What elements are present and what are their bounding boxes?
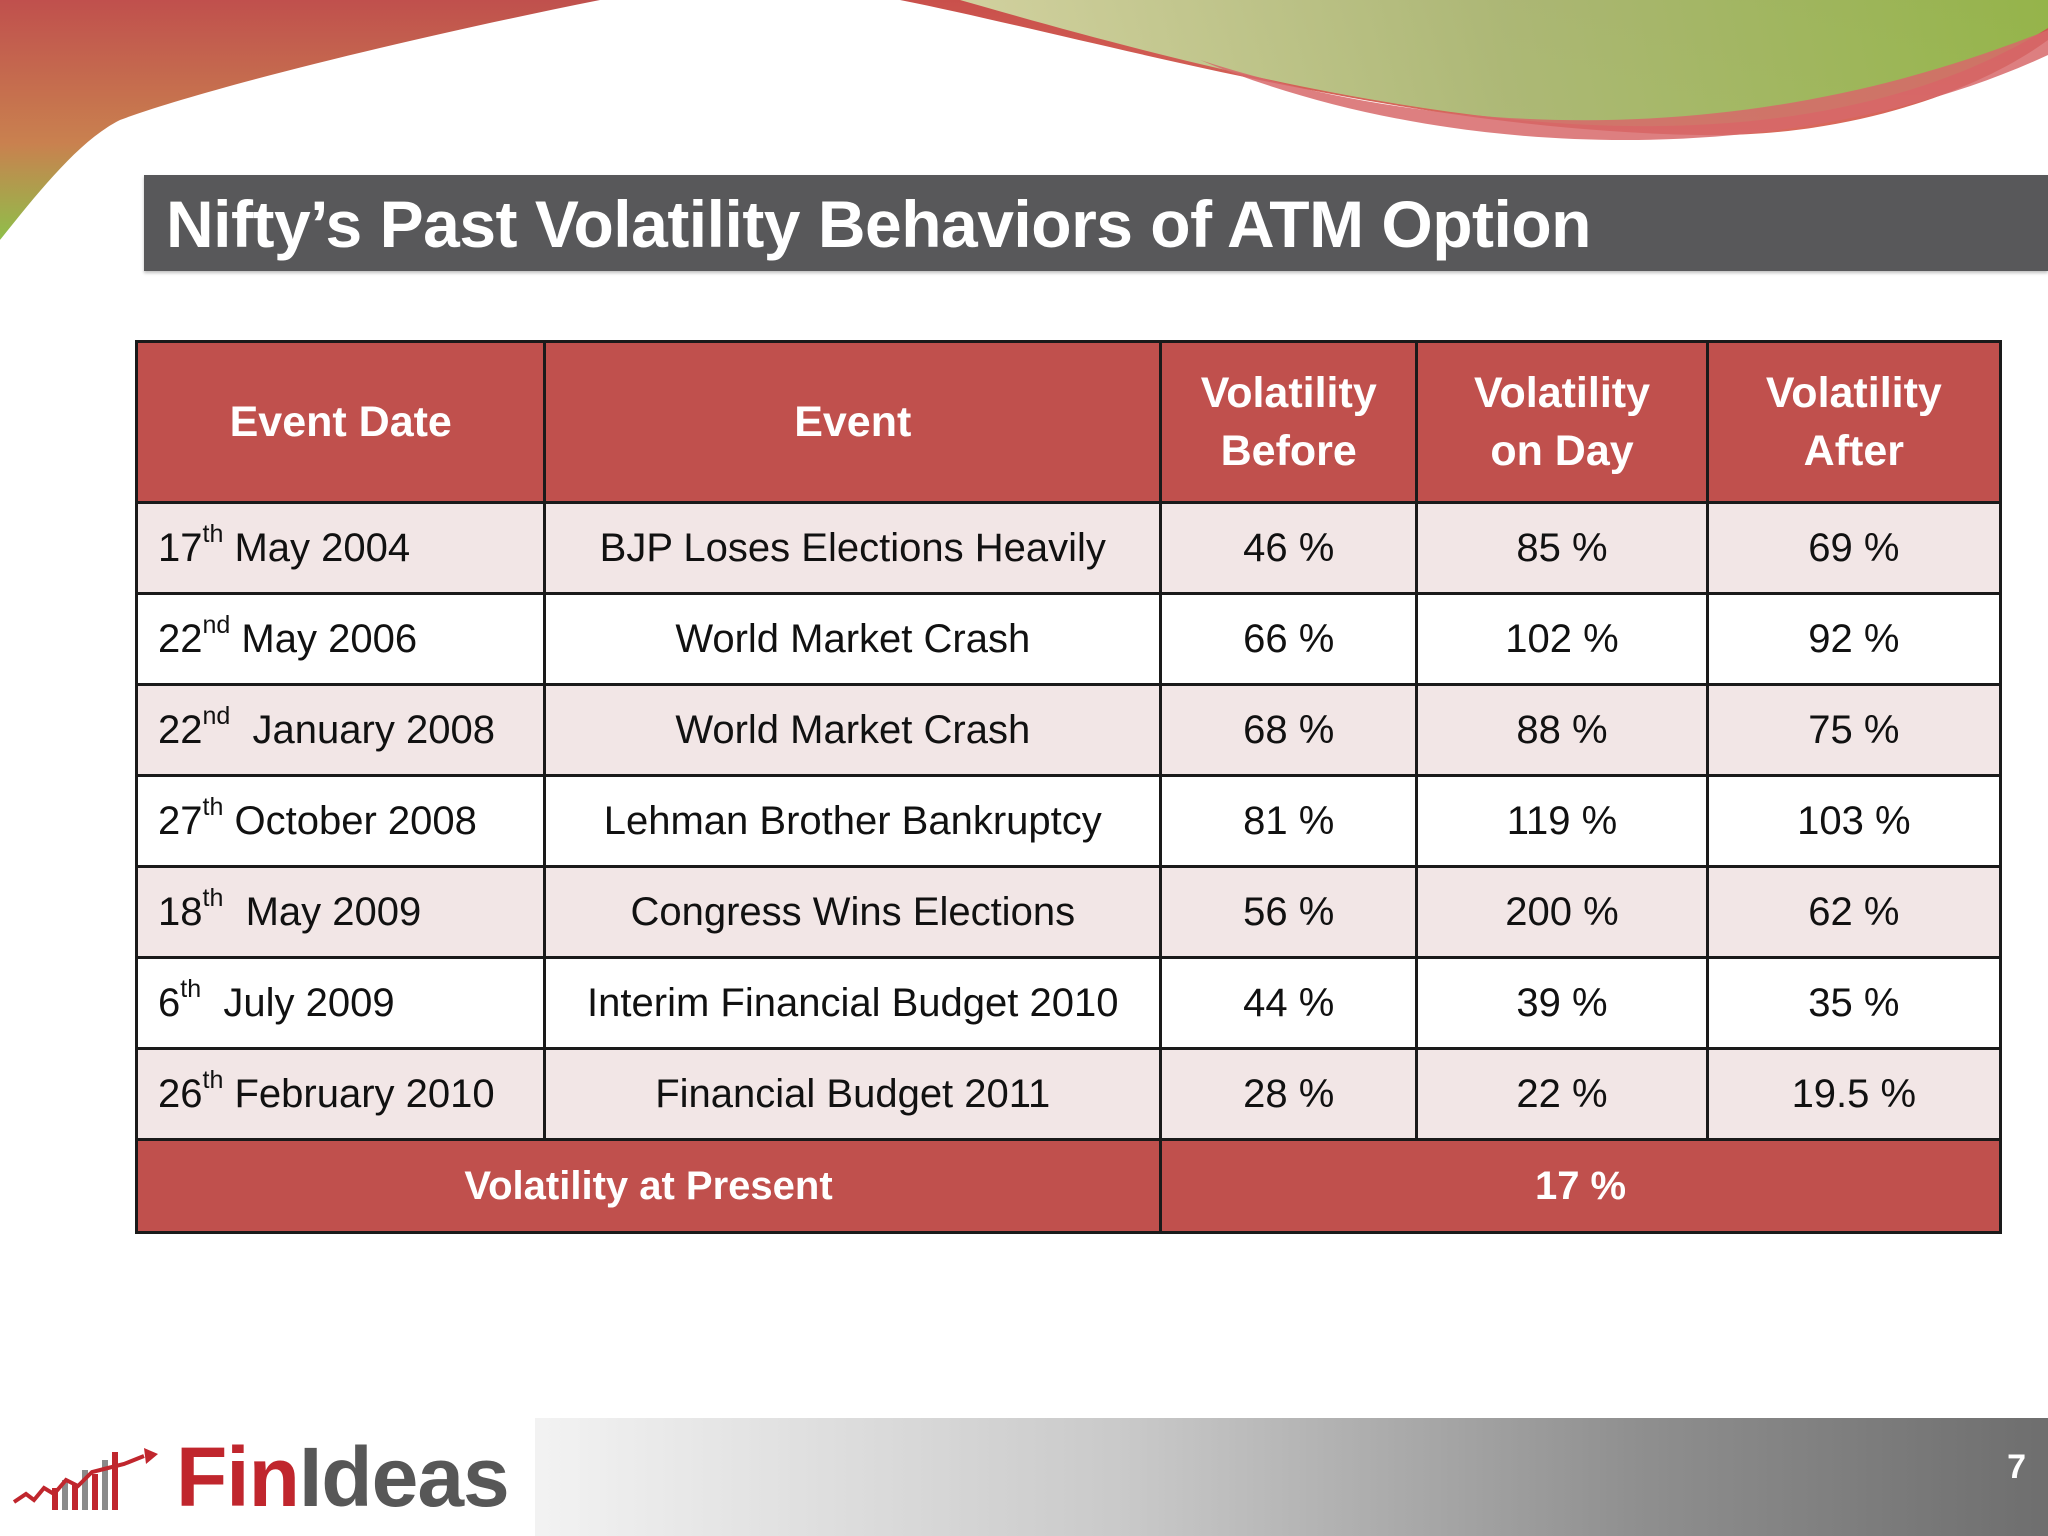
volatility-table: Event Date Event Volatility Before Volat… xyxy=(134,340,2003,1234)
event-cell: Lehman Brother Bankruptcy xyxy=(543,774,1163,868)
event-date-cell: 18th May 2009 xyxy=(134,865,547,959)
event-date-cell: 27th October 2008 xyxy=(134,774,547,868)
table-row: 22nd May 2006 World Market Crash 66 % 10… xyxy=(134,592,2003,686)
header-volatility-on-day: Volatility on Day xyxy=(1415,340,1709,504)
volatility-after-cell: 92 % xyxy=(1705,592,2003,686)
rising-bar-chart-icon xyxy=(12,1448,158,1510)
date-suffix: th xyxy=(202,519,224,548)
table-row: 6th July 2009 Interim Financial Budget 2… xyxy=(134,956,2003,1050)
date-suffix: th xyxy=(202,883,224,912)
header-volatility-after-line1: Volatility xyxy=(1765,369,1942,417)
volatility-before-cell: 46 % xyxy=(1159,501,1419,595)
event-cell: Financial Budget 2011 xyxy=(543,1047,1163,1141)
slide-title: Nifty’s Past Volatility Behaviors of ATM… xyxy=(166,187,1592,261)
title-bar: Nifty’s Past Volatility Behaviors of ATM… xyxy=(144,175,2048,271)
date-suffix: nd xyxy=(202,701,231,730)
volatility-after-cell: 19.5 % xyxy=(1705,1047,2003,1141)
volatility-on-day-cell: 102 % xyxy=(1415,592,1709,686)
date-month-year: July 2009 xyxy=(201,980,395,1025)
header-volatility-before-line1: Volatility xyxy=(1200,369,1377,417)
event-date-cell: 26th February 2010 xyxy=(134,1047,547,1141)
logo: FinIdeas xyxy=(0,1418,535,1536)
table-row: 18th May 2009 Congress Wins Elections 56… xyxy=(134,865,2003,959)
volatility-on-day-cell: 119 % xyxy=(1415,774,1709,868)
header-volatility-after: Volatility After xyxy=(1705,340,2003,504)
volatility-on-day-cell: 39 % xyxy=(1415,956,1709,1050)
logo-text: FinIdeas xyxy=(176,1430,510,1524)
table-row: 17th May 2004 BJP Loses Elections Heavil… xyxy=(134,501,2003,595)
volatility-on-day-cell: 88 % xyxy=(1415,683,1709,777)
volatility-before-cell: 81 % xyxy=(1159,774,1419,868)
date-suffix: th xyxy=(202,792,224,821)
page-number: 7 xyxy=(2007,1448,2026,1486)
volatility-before-cell: 44 % xyxy=(1159,956,1419,1050)
date-month-year: October 2008 xyxy=(223,798,477,843)
event-date-cell: 17th May 2004 xyxy=(134,501,547,595)
date-day: 22 xyxy=(158,616,203,661)
logo-ideas: Ideas xyxy=(298,1430,510,1524)
header-volatility-on-day-line2: on Day xyxy=(1490,427,1634,475)
footer-bar: FinIdeas 7 xyxy=(0,1418,2048,1536)
date-month-year: May 2009 xyxy=(223,889,422,934)
event-cell: Interim Financial Budget 2010 xyxy=(543,956,1163,1050)
volatility-after-cell: 35 % xyxy=(1705,956,2003,1050)
volatility-before-cell: 68 % xyxy=(1159,683,1419,777)
date-day: 17 xyxy=(158,525,203,570)
volatility-after-cell: 69 % xyxy=(1705,501,2003,595)
date-day: 26 xyxy=(158,1071,203,1116)
table-row: 26th February 2010 Financial Budget 2011… xyxy=(134,1047,2003,1141)
volatility-before-cell: 66 % xyxy=(1159,592,1419,686)
volatility-after-cell: 62 % xyxy=(1705,865,2003,959)
table-row: 27th October 2008 Lehman Brother Bankrup… xyxy=(134,774,2003,868)
event-date-cell: 22nd January 2008 xyxy=(134,683,547,777)
volatility-on-day-cell: 85 % xyxy=(1415,501,1709,595)
date-day: 22 xyxy=(158,707,203,752)
volatility-before-cell: 28 % xyxy=(1159,1047,1419,1141)
logo-fin: Fin xyxy=(176,1430,300,1524)
header-volatility-after-line2: After xyxy=(1803,427,1904,475)
header-volatility-on-day-line1: Volatility xyxy=(1474,369,1651,417)
header-event-date: Event Date xyxy=(134,340,547,504)
event-cell: Congress Wins Elections xyxy=(543,865,1163,959)
date-day: 27 xyxy=(158,798,203,843)
date-suffix: th xyxy=(180,974,202,1003)
summary-value: 17 % xyxy=(1159,1138,2002,1234)
volatility-before-cell: 56 % xyxy=(1159,865,1419,959)
date-month-year: January 2008 xyxy=(230,707,495,752)
date-day: 6 xyxy=(158,980,181,1025)
date-month-year: May 2006 xyxy=(230,616,418,661)
summary-label: Volatility at Present xyxy=(134,1138,1163,1234)
event-date-cell: 22nd May 2006 xyxy=(134,592,547,686)
volatility-on-day-cell: 22 % xyxy=(1415,1047,1709,1141)
volatility-on-day-cell: 200 % xyxy=(1415,865,1709,959)
header-volatility-before-line2: Before xyxy=(1220,427,1357,475)
date-month-year: February 2010 xyxy=(223,1071,495,1116)
event-cell: World Market Crash xyxy=(543,592,1163,686)
table-row: 22nd January 2008 World Market Crash 68 … xyxy=(134,683,2003,777)
date-suffix: nd xyxy=(202,610,231,639)
event-cell: BJP Loses Elections Heavily xyxy=(543,501,1163,595)
header-event: Event xyxy=(543,340,1163,504)
header-volatility-before: Volatility Before xyxy=(1159,340,1419,504)
date-month-year: May 2004 xyxy=(223,525,411,570)
date-suffix: th xyxy=(202,1065,224,1094)
table-header-row: Event Date Event Volatility Before Volat… xyxy=(134,340,2003,504)
date-day: 18 xyxy=(158,889,203,934)
event-date-cell: 6th July 2009 xyxy=(134,956,547,1050)
summary-row: Volatility at Present 17 % xyxy=(134,1138,2002,1234)
volatility-after-cell: 75 % xyxy=(1705,683,2003,777)
event-cell: World Market Crash xyxy=(543,683,1163,777)
volatility-after-cell: 103 % xyxy=(1705,774,2003,868)
